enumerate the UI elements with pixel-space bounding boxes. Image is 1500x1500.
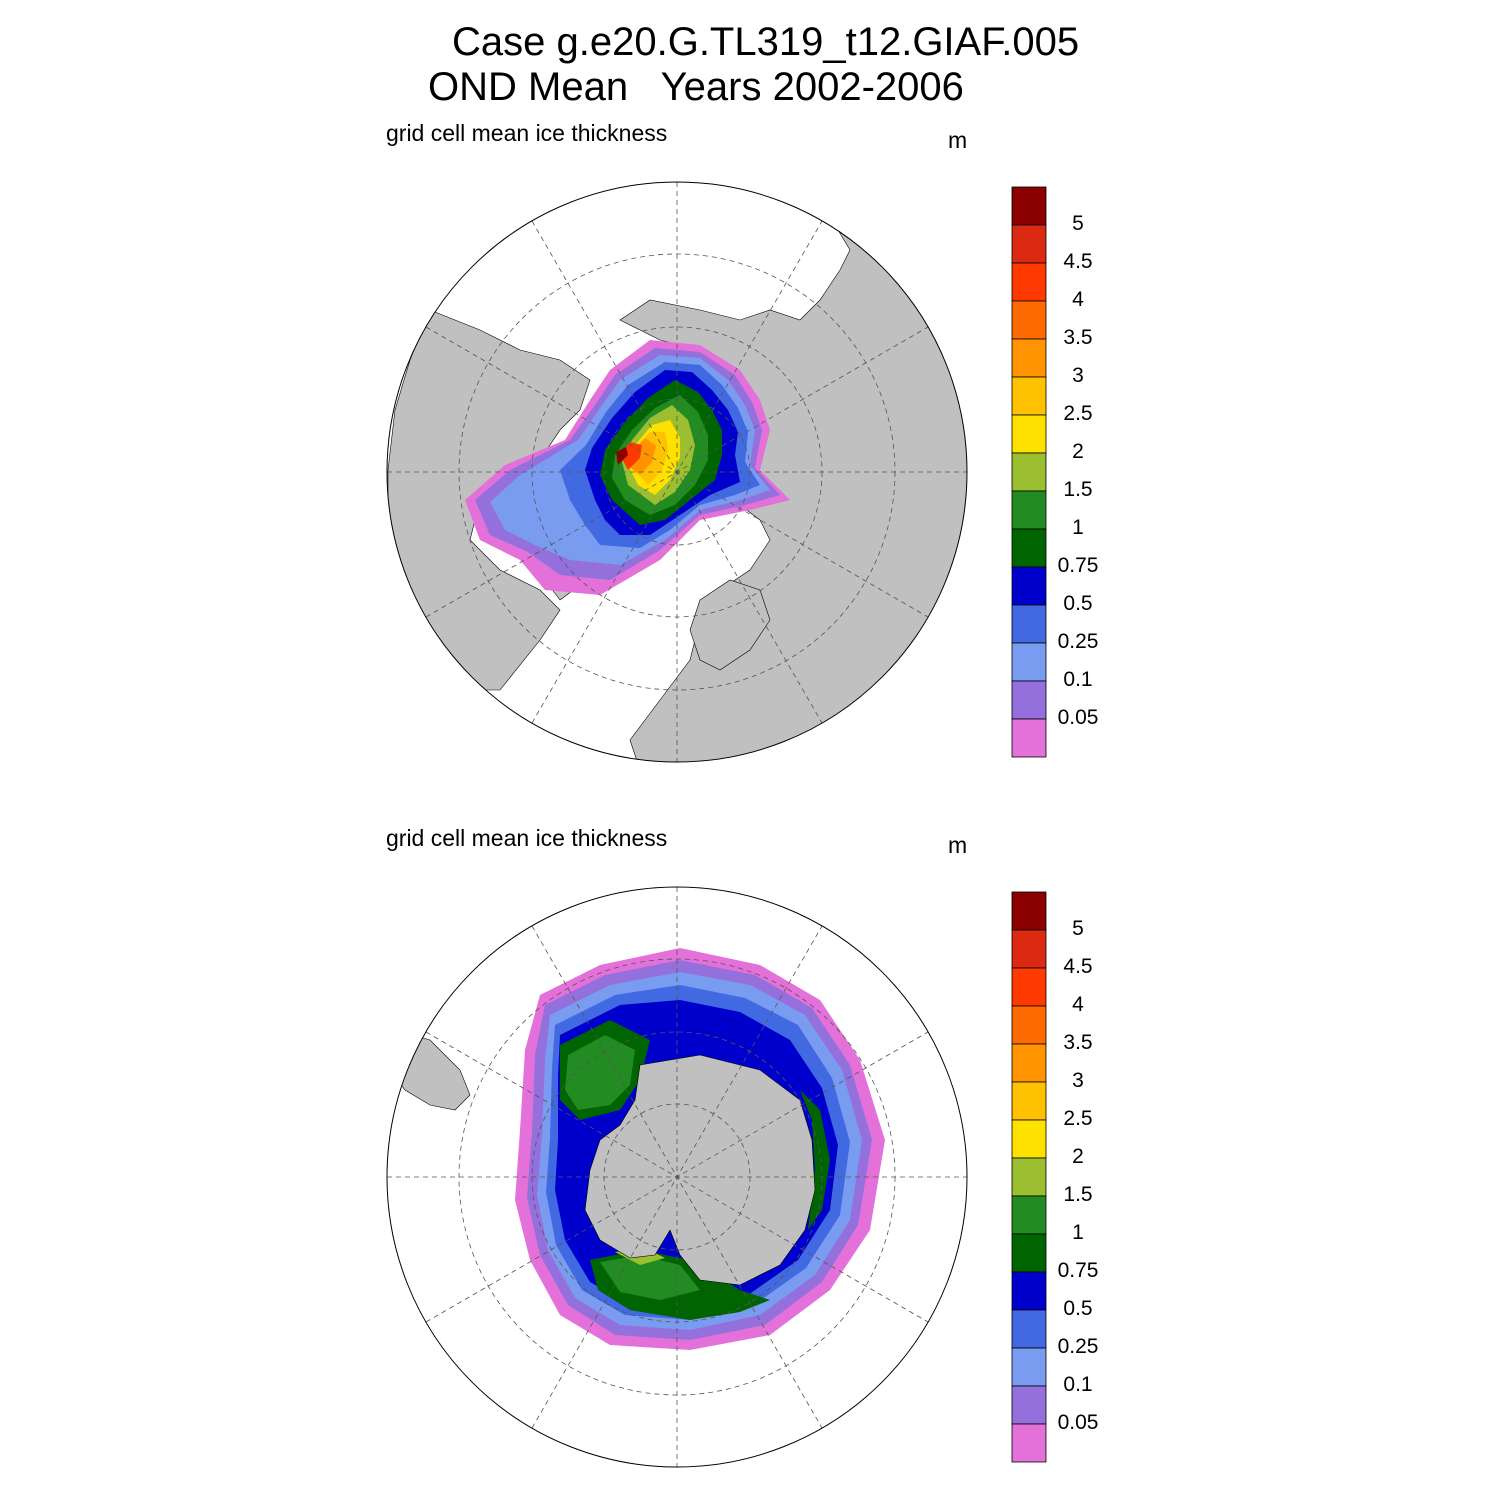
- south-colorbar-tick-label: 4.5: [1063, 955, 1093, 978]
- south-colorbar-swatch: [1011, 967, 1047, 1007]
- south-colorbar-swatch: [1011, 1195, 1047, 1235]
- south-colorbar-swatch: [1011, 1081, 1047, 1121]
- figure-title-period: OND Mean Years 2002-2006: [428, 65, 964, 109]
- north-colorbar-swatch: [1011, 642, 1047, 682]
- north-colorbar-tick-label: 3: [1072, 364, 1084, 387]
- north-colorbar-tick-label: 2: [1072, 440, 1084, 463]
- north-colorbar-swatch: [1011, 566, 1047, 606]
- north-unit-label: m: [948, 127, 968, 153]
- south-colorbar-swatch: [1011, 891, 1047, 931]
- north-colorbar-swatch: [1011, 490, 1047, 530]
- north-colorbar-tick-label: 1.5: [1063, 478, 1093, 501]
- south-colorbar-tick-label: 0.75: [1057, 1259, 1099, 1282]
- south-colorbar-swatch: [1011, 1385, 1047, 1425]
- south-panel-label: grid cell mean ice thickness: [386, 825, 668, 851]
- north-colorbar-swatch: [1011, 452, 1047, 492]
- south-colorbar-swatch: [1011, 1271, 1047, 1311]
- north-colorbar-tick-label: 3.5: [1063, 326, 1093, 349]
- north-colorbar-tick-label: 4: [1072, 288, 1084, 311]
- north-panel-label: grid cell mean ice thickness: [386, 120, 668, 146]
- south-colorbar-swatch: [1011, 1119, 1047, 1159]
- south-colorbar-tick-label: 0.5: [1063, 1297, 1093, 1320]
- north-colorbar-swatch: [1011, 338, 1047, 378]
- south-colorbar-tick-label: 0.05: [1057, 1411, 1099, 1434]
- south-unit-label: m: [948, 832, 968, 858]
- north-colorbar-tick-label: 0.75: [1057, 554, 1099, 577]
- north-colorbar-swatch: [1011, 680, 1047, 720]
- north-colorbar-tick-label: 0.1: [1063, 668, 1093, 691]
- south-colorbar-tick-label: 4: [1072, 993, 1084, 1016]
- north-colorbar-swatch: [1011, 224, 1047, 264]
- south-colorbar: [1011, 891, 1047, 1463]
- south-colorbar-swatch: [1011, 1157, 1047, 1197]
- north-colorbar-tick-label: 2.5: [1063, 402, 1093, 425]
- south-colorbar-tick-label: 1.5: [1063, 1183, 1093, 1206]
- north-colorbar-swatch: [1011, 414, 1047, 454]
- north-colorbar-tick-label: 4.5: [1063, 250, 1093, 273]
- south-colorbar-tick-label: 2: [1072, 1145, 1084, 1168]
- north-colorbar-tick-label: 1: [1072, 516, 1084, 539]
- south-colorbar-tick-label: 3: [1072, 1069, 1084, 1092]
- south-map-boundary: [386, 886, 968, 1468]
- south-colorbar-tick-label: 0.1: [1063, 1373, 1093, 1396]
- north-colorbar-swatch: [1011, 604, 1047, 644]
- south-colorbar-swatch: [1011, 1005, 1047, 1045]
- south-colorbar-tick-label: 0.25: [1057, 1335, 1099, 1358]
- south-polar-map: [387, 887, 967, 1467]
- north-colorbar-tick-label: 5: [1072, 212, 1084, 235]
- north-colorbar-swatch: [1011, 718, 1047, 758]
- north-colorbar: [1011, 186, 1047, 758]
- north-colorbar-swatch: [1011, 376, 1047, 416]
- north-colorbar-swatch: [1011, 528, 1047, 568]
- south-colorbar-swatch: [1011, 929, 1047, 969]
- south-colorbar-swatch: [1011, 1233, 1047, 1273]
- north-colorbar-swatch: [1011, 300, 1047, 340]
- north-colorbar-swatch: [1011, 186, 1047, 226]
- north-colorbar-tick-label: 0.25: [1057, 630, 1099, 653]
- scandinavia-landmass: [689, 579, 771, 671]
- south-colorbar-tick-label: 2.5: [1063, 1107, 1093, 1130]
- south-colorbar-swatch: [1011, 1347, 1047, 1387]
- south-colorbar-swatch: [1011, 1309, 1047, 1349]
- south-colorbar-tick-label: 3.5: [1063, 1031, 1093, 1054]
- south-colorbar-tick-label: 1: [1072, 1221, 1084, 1244]
- north-colorbar-tick-label: 0.05: [1057, 706, 1099, 729]
- north-map-boundary: [386, 181, 968, 763]
- south-colorbar-swatch: [1011, 1043, 1047, 1083]
- north-polar-map: [387, 182, 967, 762]
- figure-title-case: Case g.e20.G.TL319_t12.GIAF.005: [452, 20, 1080, 64]
- south-colorbar-swatch: [1011, 1423, 1047, 1463]
- south-colorbar-tick-label: 5: [1072, 917, 1084, 940]
- north-colorbar-swatch: [1011, 262, 1047, 302]
- north-colorbar-tick-label: 0.5: [1063, 592, 1093, 615]
